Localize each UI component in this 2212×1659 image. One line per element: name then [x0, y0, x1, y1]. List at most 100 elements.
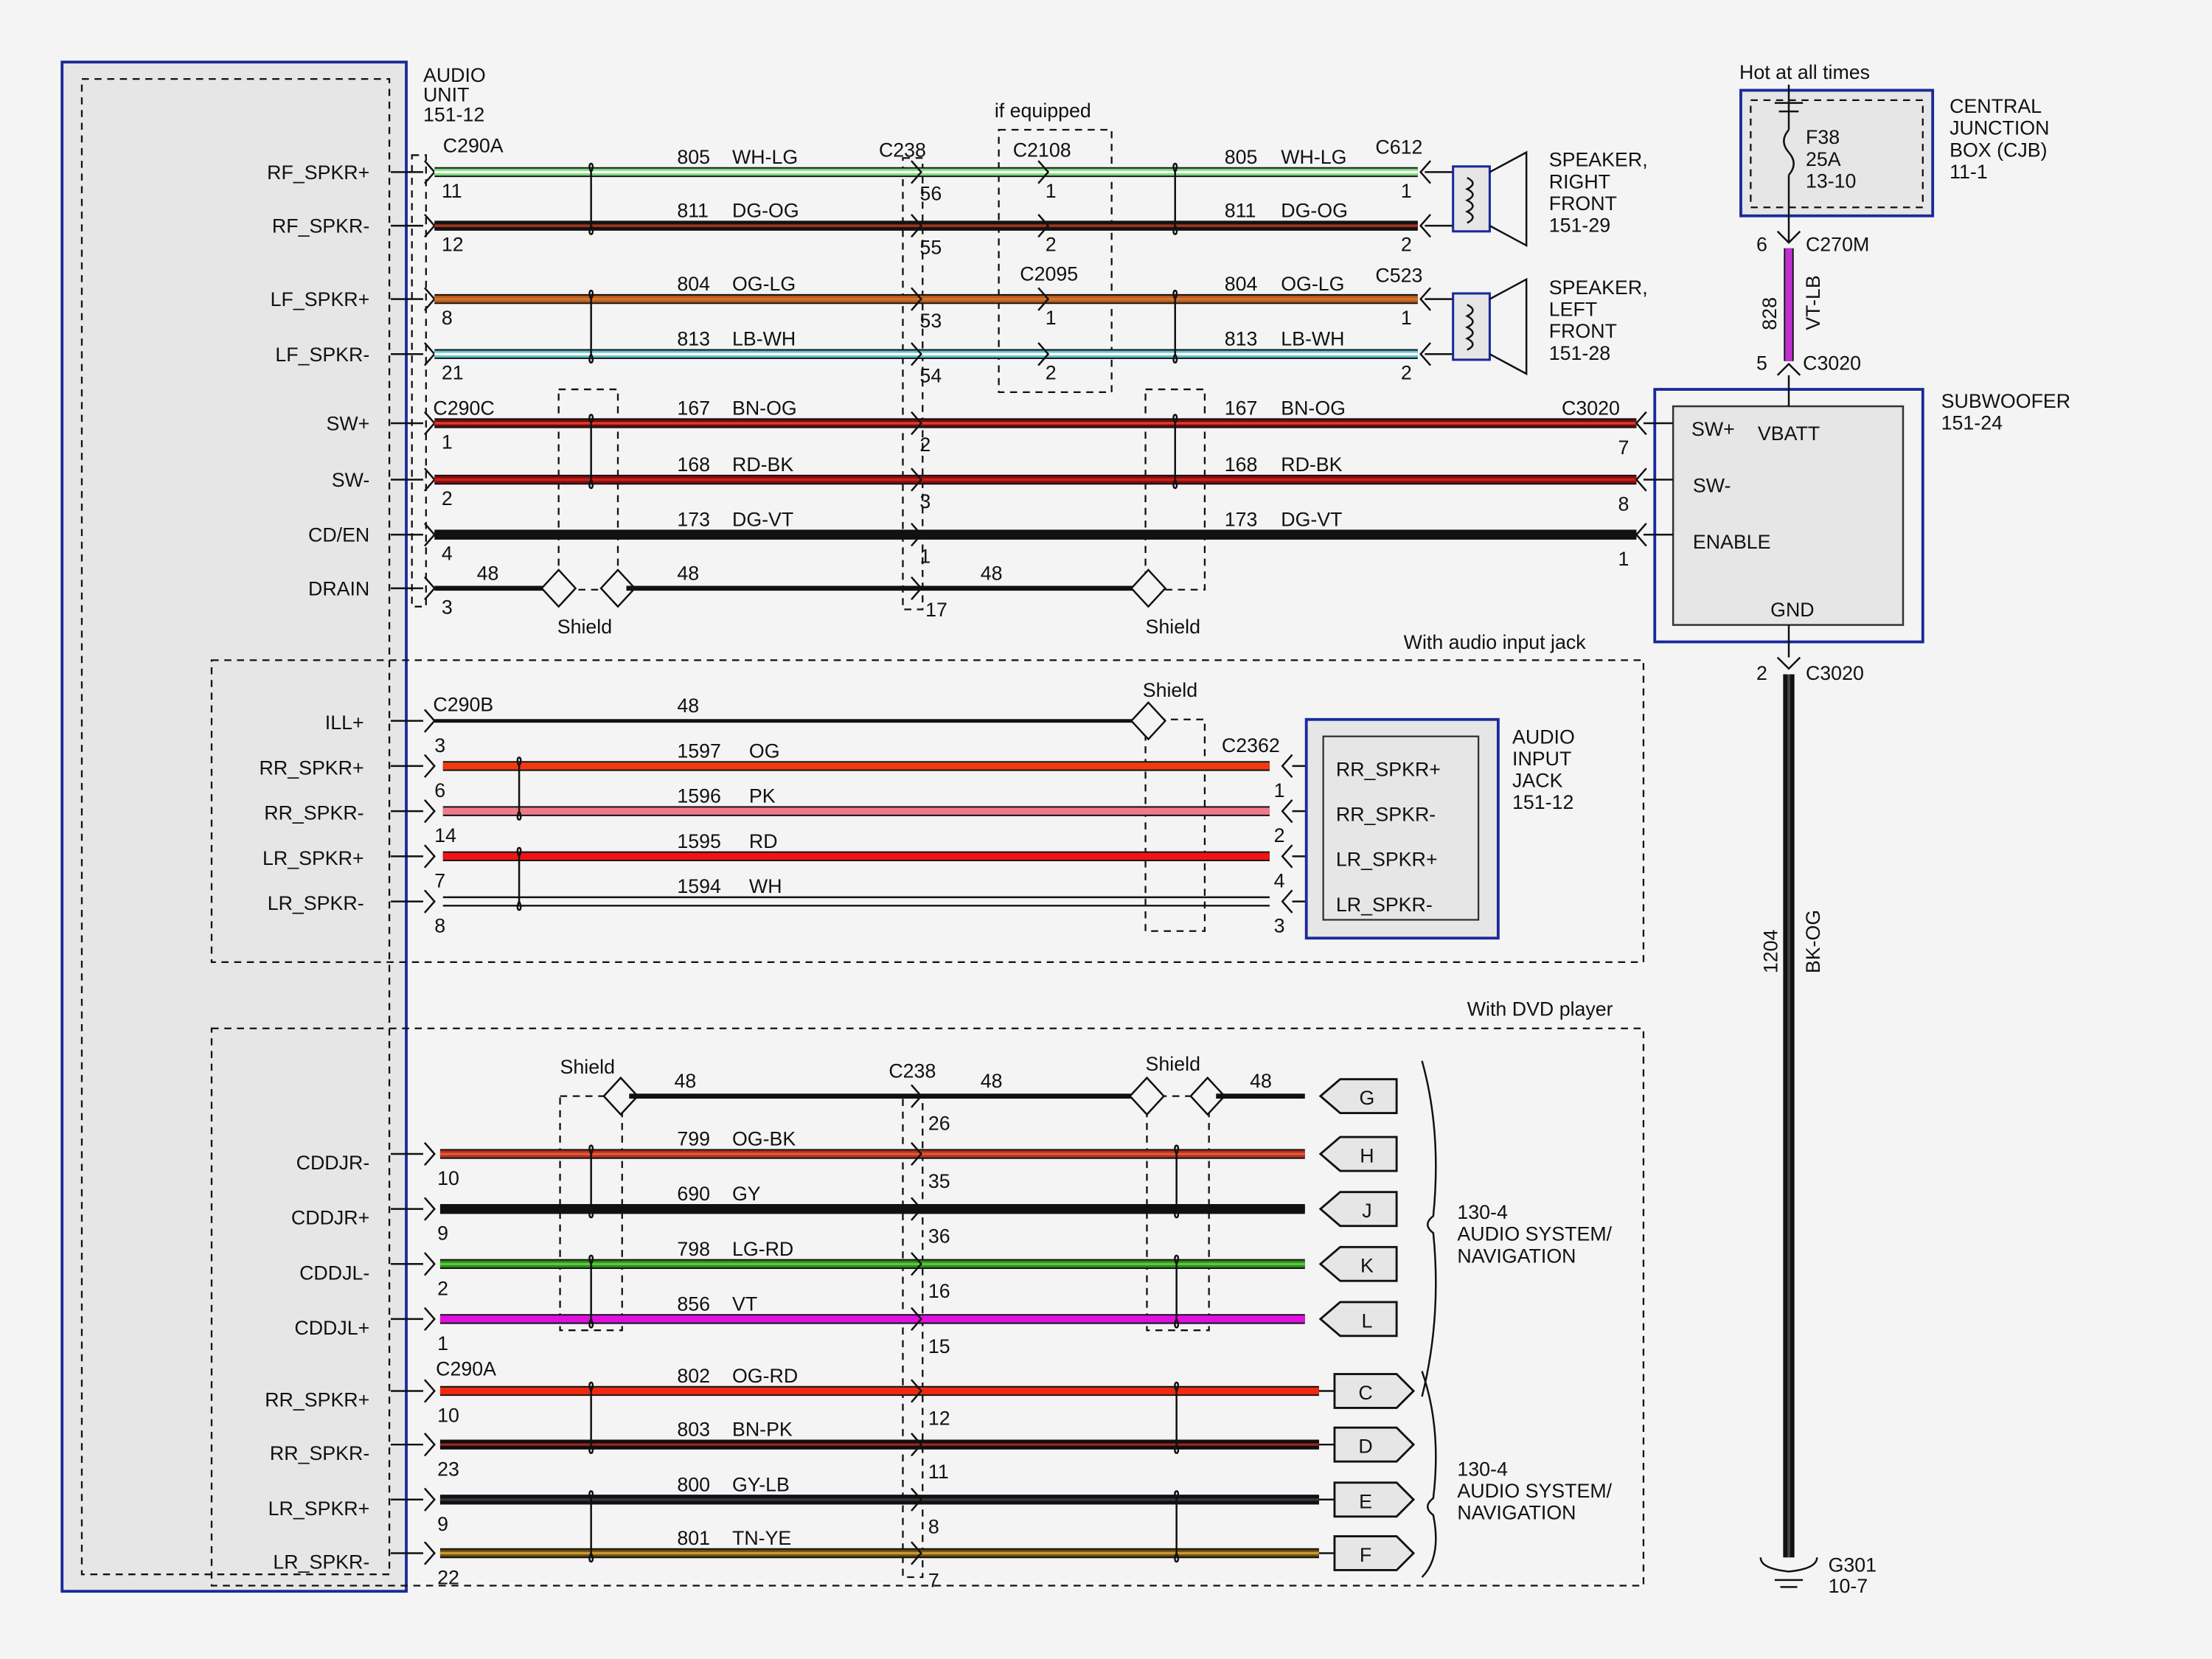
circuit-number: 173: [1225, 509, 1258, 531]
shield-ground-icon: [602, 1076, 639, 1116]
pin-number: 2: [437, 1277, 448, 1299]
wire-signal-label: RR_SPKR-: [264, 802, 364, 824]
audio-input-jack-name: 151-12: [1512, 791, 1573, 813]
wire-signal-label: RR_SPKR+: [265, 1389, 369, 1411]
connector-label-c3020: C3020: [1806, 662, 1864, 684]
audio-unit-module: [60, 60, 408, 1593]
pin-number: 3: [442, 596, 453, 618]
speaker-cone-icon: [1489, 277, 1528, 376]
pin-number: 7: [928, 1569, 939, 1591]
twisted-pair-icon: [588, 1490, 594, 1563]
shield-label: Shield: [1143, 679, 1197, 701]
audio-unit-title: UNIT: [423, 84, 469, 106]
connector-label-c523: C523: [1375, 265, 1422, 287]
subwoofer-pin-label: SW-: [1693, 475, 1731, 497]
circuit-number: 168: [1225, 453, 1258, 476]
wire-signal-label: RF_SPKR-: [272, 215, 369, 237]
connector-arrow-icon: [1776, 362, 1801, 376]
shield-label: Shield: [560, 1056, 615, 1078]
connector-arrow-icon: [423, 1252, 436, 1276]
plug-letter: D: [1358, 1436, 1372, 1458]
pin-number: 6: [434, 779, 445, 801]
connector-arrow-icon: [423, 1379, 436, 1403]
circuit-number: 804: [677, 273, 710, 295]
plug-j[interactable]: J: [1318, 1191, 1398, 1228]
navigation-reference: NAVIGATION: [1457, 1502, 1576, 1524]
shield-label: Shield: [557, 616, 612, 638]
wire-color-code: OG: [749, 740, 780, 762]
circuit-number: 805: [1225, 146, 1258, 168]
plug-h[interactable]: H: [1318, 1135, 1398, 1172]
pin-number: 2: [1046, 234, 1057, 256]
pin-number: 9: [437, 1222, 448, 1245]
connector-arrow-icon: [1419, 160, 1431, 184]
pin-number: 4: [1274, 869, 1285, 891]
connector-arrow-icon: [911, 287, 923, 311]
plug-k[interactable]: K: [1318, 1245, 1398, 1282]
connector-arrow-icon: [423, 844, 436, 869]
connector-arrow-icon: [911, 523, 923, 547]
shield-ground-icon: [1130, 700, 1167, 741]
wire-color-code: OG-BK: [732, 1128, 796, 1150]
plug-e[interactable]: E: [1333, 1481, 1416, 1518]
cjb-name: CENTRAL: [1950, 95, 2042, 117]
circuit-number: 48: [677, 695, 699, 717]
pin-number: 26: [928, 1113, 950, 1135]
pin-number: 7: [1618, 437, 1630, 459]
connector-arrow-icon: [911, 467, 923, 492]
audio-input-jack-name: JACK: [1512, 770, 1563, 792]
wire-signal-label: ILL+: [325, 712, 364, 734]
audio-input-jack-name: INPUT: [1512, 748, 1571, 770]
plug-g[interactable]: G: [1318, 1078, 1398, 1115]
connector-arrow-icon: [1281, 889, 1293, 914]
connector-arrow-icon: [1037, 287, 1050, 311]
connector-arrow-icon: [1419, 213, 1431, 238]
connector-arrow-icon: [911, 576, 923, 600]
wire-signal-label: RR_SPKR+: [260, 757, 364, 779]
circuit-number: 856: [677, 1293, 710, 1315]
speaker-cone-icon: [1489, 150, 1528, 247]
plug-l[interactable]: L: [1318, 1301, 1398, 1338]
connector-arrow-icon: [911, 411, 923, 436]
speaker-name: FRONT: [1549, 320, 1617, 342]
pin-number: 2: [1401, 234, 1412, 256]
circuit-number: 804: [1225, 273, 1258, 295]
connector-arrow-icon: [1281, 844, 1293, 869]
connector-arrow-icon: [911, 1252, 923, 1276]
pin-number: 2: [442, 487, 453, 509]
twisted-pair-icon: [588, 1144, 594, 1219]
wire-signal-label: LR_SPKR+: [262, 847, 364, 869]
connector-arrow-icon: [1037, 160, 1050, 184]
wire-color-code: BK-OG: [1802, 910, 1824, 973]
navigation-reference: AUDIO SYSTEM/: [1457, 1480, 1612, 1502]
circuit-number: 167: [1225, 397, 1258, 420]
plug-d[interactable]: D: [1333, 1426, 1416, 1463]
if-equipped-box: [998, 128, 1113, 394]
wire-color-code: GY-LB: [732, 1473, 790, 1495]
pin-number: 5: [1756, 352, 1767, 374]
pin-number: 54: [919, 364, 942, 386]
twisted-pair-icon: [588, 1381, 594, 1454]
plug-letter: K: [1360, 1255, 1374, 1277]
wire-color-code: OG-LG: [732, 273, 796, 295]
with-dvd-player-label: With DVD player: [1467, 998, 1613, 1020]
circuit-number: 1204: [1760, 929, 1782, 973]
connector-label-c612: C612: [1375, 136, 1422, 159]
pin-number: 23: [437, 1458, 459, 1480]
wire-color-code: OG-LG: [1281, 273, 1344, 295]
shield-ground-icon: [540, 568, 577, 608]
plug-f[interactable]: F: [1333, 1535, 1416, 1571]
connector-arrow-icon: [1635, 523, 1647, 547]
brace-icon: [1421, 1060, 1437, 1397]
twisted-pair-icon: [1172, 289, 1178, 364]
cjb-module: [1739, 88, 1935, 218]
wire-signal-label: RR_SPKR-: [270, 1442, 369, 1464]
pin-number: 14: [434, 824, 456, 846]
circuit-number: 1594: [677, 875, 721, 897]
wire-color-code: WH-LG: [732, 146, 798, 168]
shield-label: Shield: [1146, 616, 1200, 638]
connector-arrow-icon: [1281, 799, 1293, 824]
plug-c[interactable]: C: [1333, 1373, 1416, 1409]
connector-arrow-icon: [911, 342, 923, 366]
